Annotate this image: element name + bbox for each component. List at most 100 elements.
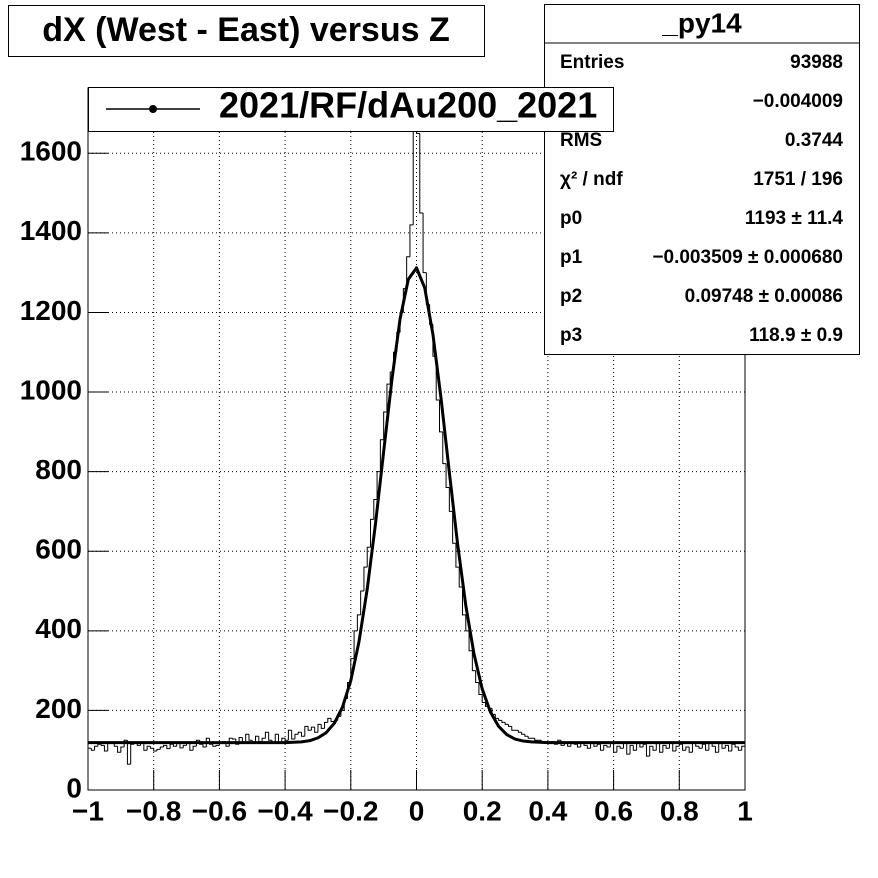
x-tick-label: 0.4 — [528, 795, 567, 826]
histogram-bin — [511, 726, 516, 731]
histogram-bin — [448, 487, 453, 512]
histogram-bin — [360, 590, 364, 615]
histogram-bin — [629, 744, 634, 755]
stats-label: Entries — [560, 52, 624, 73]
histogram-bin — [422, 212, 427, 274]
y-tick-label: 1000 — [20, 374, 82, 405]
histogram-bin — [652, 746, 657, 751]
histogram-bin — [501, 720, 506, 723]
histogram-bin — [373, 498, 378, 520]
histogram-bin — [179, 743, 184, 749]
y-tick-label: 1200 — [20, 295, 82, 326]
histogram-bin — [284, 738, 289, 741]
histogram-bin — [527, 736, 532, 739]
histogram-bin — [156, 748, 161, 751]
histogram-bin — [281, 737, 286, 743]
histogram-bin — [304, 725, 309, 737]
histogram-bin — [705, 744, 709, 751]
histogram-bin — [153, 748, 157, 752]
histogram-bin — [353, 630, 358, 659]
histogram-bin — [442, 431, 447, 465]
histogram-bin — [701, 743, 706, 749]
histogram-bin — [192, 745, 197, 751]
histogram-bin — [327, 717, 332, 723]
histogram-bin — [182, 744, 187, 748]
legend-label: 2021/RF/dAu200_2021 — [219, 85, 597, 126]
histogram-bin — [445, 463, 450, 489]
histogram-bin — [619, 746, 624, 749]
histogram-bin — [126, 740, 131, 765]
histogram-bin — [613, 742, 617, 753]
histogram-bin — [507, 724, 512, 727]
histogram-bin — [366, 546, 371, 568]
histogram-bin — [731, 743, 736, 751]
stats-value: −0.004009 — [753, 91, 843, 112]
histogram-bin — [248, 734, 253, 741]
histogram-bin — [678, 743, 683, 747]
histogram-bin — [455, 543, 460, 568]
y-tick-label: 600 — [35, 534, 82, 565]
histogram-bin — [714, 746, 719, 753]
histogram-bin — [314, 727, 318, 733]
histogram-bin — [130, 743, 134, 765]
stats-box — [544, 4, 860, 355]
histogram-bin — [291, 730, 295, 740]
histogram-bin — [675, 745, 680, 751]
histogram-bin — [301, 732, 305, 737]
histogram-bin — [202, 744, 207, 748]
histogram-bin — [685, 746, 690, 751]
chart-title: dX (West - East) versus Z — [42, 11, 450, 49]
histogram-bin — [169, 743, 174, 749]
stats-title: _py14 — [661, 7, 742, 38]
histogram-bin — [728, 745, 732, 752]
x-tick-label: 0.6 — [594, 795, 633, 826]
x-tick-label: 1 — [737, 795, 753, 826]
histogram-bin — [649, 745, 654, 757]
histogram-bin — [504, 722, 509, 725]
histogram-bin — [419, 133, 424, 214]
histogram-bin — [117, 746, 121, 753]
histogram-bin — [576, 744, 581, 748]
histogram-bin — [386, 383, 391, 412]
x-tick-label: −0.6 — [192, 795, 247, 826]
histogram-bin — [465, 614, 470, 632]
histogram-bin — [235, 739, 240, 745]
histogram-bin — [330, 718, 335, 723]
histogram-bin — [517, 730, 522, 733]
histogram-bin — [682, 744, 686, 751]
y-tick-label: 400 — [35, 613, 82, 644]
histogram-bin — [232, 738, 236, 740]
histogram-bin — [458, 567, 463, 588]
histogram-bin — [363, 566, 368, 592]
histogram-bin — [721, 742, 726, 749]
histogram-bin — [166, 745, 171, 750]
histogram-bin — [212, 744, 217, 747]
histogram-bin — [616, 745, 621, 753]
stats-value: 93988 — [790, 52, 843, 73]
histogram-bin — [534, 738, 539, 741]
histogram-bin — [642, 743, 647, 748]
stats-label: p1 — [560, 247, 583, 268]
histogram-bin — [261, 737, 266, 742]
stats-label: RMS — [560, 130, 602, 151]
x-tick-label: −0.2 — [323, 795, 378, 826]
histogram-bin — [498, 718, 502, 721]
histogram-bin — [406, 256, 410, 289]
histogram-bin — [294, 733, 299, 740]
stats-value: 0.09748 ± 0.00086 — [685, 286, 843, 307]
histogram-bin — [734, 744, 739, 748]
histogram-bin — [409, 224, 414, 257]
histogram-bin — [215, 744, 220, 747]
histogram-bin — [596, 743, 601, 747]
histogram-bin — [603, 744, 608, 751]
histogram-bin — [100, 744, 105, 746]
title-box — [8, 5, 485, 57]
histogram-bin — [90, 748, 95, 751]
histogram-bin — [274, 733, 279, 744]
histogram-bin — [255, 735, 259, 744]
histogram-bin — [452, 511, 456, 544]
histogram-bin — [87, 747, 92, 790]
histogram-bin — [103, 745, 108, 752]
histogram-bin — [320, 724, 325, 729]
histogram-bin — [645, 744, 650, 757]
